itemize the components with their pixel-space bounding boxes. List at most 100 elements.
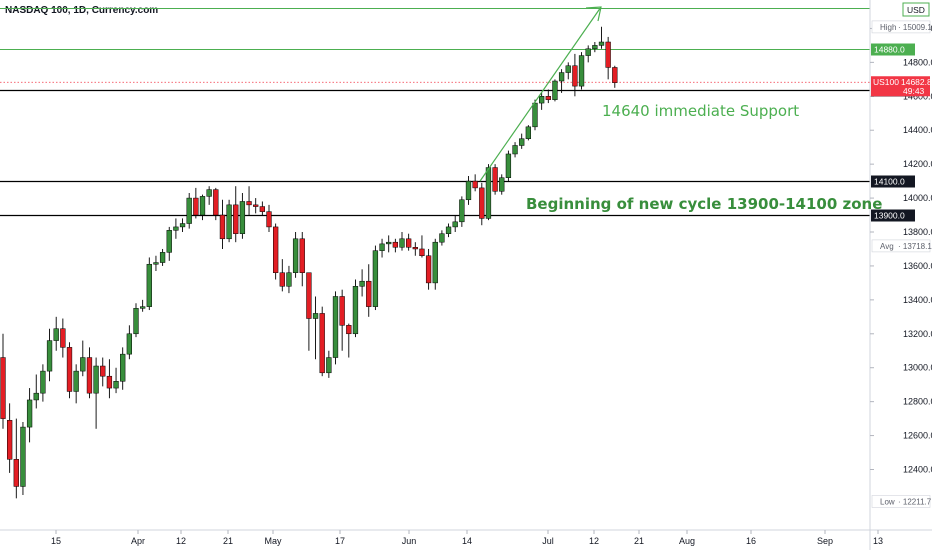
candle[interactable]	[539, 92, 545, 110]
candle[interactable]	[33, 374, 39, 409]
candle[interactable]	[346, 323, 352, 358]
candle[interactable]	[100, 357, 106, 387]
candle[interactable]	[153, 255, 159, 272]
candle[interactable]	[605, 36, 611, 80]
candle-body	[485, 167, 492, 219]
candle[interactable]	[173, 218, 179, 239]
candle[interactable]	[386, 235, 392, 253]
time-axis[interactable]: 15 Apr 12 21 May 17 Jun 14 Jul 12 21 Aug 16 Sep 13	[51, 530, 883, 546]
candle[interactable]	[93, 357, 99, 429]
candle[interactable]	[80, 340, 86, 377]
candles[interactable]	[0, 26, 618, 499]
candle[interactable]	[106, 359, 113, 399]
candle[interactable]	[485, 164, 492, 221]
candle[interactable]	[592, 42, 598, 53]
candle[interactable]	[459, 196, 465, 227]
candle[interactable]	[133, 303, 139, 338]
candle[interactable]	[565, 62, 571, 80]
candle[interactable]	[558, 69, 565, 93]
candle[interactable]	[126, 325, 132, 360]
candle[interactable]	[512, 142, 518, 158]
candle[interactable]	[492, 164, 498, 195]
candle[interactable]	[392, 238, 399, 253]
candle[interactable]	[372, 245, 379, 311]
candle[interactable]	[13, 418, 19, 499]
candle[interactable]	[60, 318, 66, 358]
candle[interactable]	[179, 218, 186, 233]
candle[interactable]	[572, 53, 578, 97]
candle[interactable]	[379, 238, 385, 258]
candle[interactable]	[412, 242, 418, 256]
candle[interactable]	[359, 269, 365, 297]
candle[interactable]	[73, 364, 79, 404]
candle[interactable]	[552, 79, 558, 102]
candle[interactable]	[525, 125, 532, 141]
candle[interactable]	[273, 223, 279, 280]
candle[interactable]	[166, 226, 172, 261]
candle[interactable]	[53, 316, 59, 351]
candle[interactable]	[406, 233, 412, 251]
candle[interactable]	[193, 187, 199, 219]
candle[interactable]	[532, 99, 538, 131]
candle[interactable]	[146, 257, 152, 311]
candle[interactable]	[113, 367, 119, 394]
candle[interactable]	[239, 192, 246, 239]
candle[interactable]	[505, 150, 512, 182]
candle[interactable]	[545, 89, 551, 104]
candle[interactable]	[419, 235, 425, 258]
candle[interactable]	[26, 388, 33, 443]
candle[interactable]	[326, 350, 332, 378]
candle[interactable]	[219, 199, 226, 249]
candle[interactable]	[259, 201, 266, 216]
candle[interactable]	[7, 403, 13, 473]
candle[interactable]	[266, 204, 272, 233]
candle[interactable]	[233, 186, 239, 243]
candle[interactable]	[366, 264, 372, 317]
candle[interactable]	[213, 187, 219, 221]
candle[interactable]	[279, 259, 285, 292]
candle[interactable]	[465, 176, 472, 205]
candle[interactable]	[0, 333, 6, 429]
candle[interactable]	[612, 65, 618, 88]
candle[interactable]	[20, 422, 26, 495]
candle[interactable]	[452, 215, 458, 233]
candle[interactable]	[585, 45, 591, 63]
candle[interactable]	[292, 232, 299, 278]
candle[interactable]	[499, 174, 505, 195]
candle[interactable]	[186, 192, 192, 229]
candle[interactable]	[246, 186, 252, 216]
candle[interactable]	[439, 230, 445, 246]
candle[interactable]	[226, 199, 232, 243]
candle[interactable]	[319, 306, 325, 377]
candle[interactable]	[332, 291, 339, 365]
candle[interactable]	[425, 248, 432, 290]
candle[interactable]	[199, 194, 206, 221]
candle[interactable]	[472, 174, 478, 192]
candle-body	[352, 286, 359, 335]
candle[interactable]	[286, 265, 292, 294]
candle[interactable]	[66, 342, 73, 399]
candle[interactable]	[86, 347, 93, 399]
candle[interactable]	[578, 52, 585, 90]
candle[interactable]	[339, 289, 345, 351]
candle[interactable]	[479, 182, 485, 226]
candle[interactable]	[598, 26, 605, 49]
candle[interactable]	[445, 223, 452, 238]
candle[interactable]	[120, 347, 126, 390]
candle[interactable]	[432, 238, 438, 290]
candle[interactable]	[46, 328, 53, 382]
candle[interactable]	[299, 232, 305, 287]
candle-body	[359, 280, 365, 287]
candle[interactable]	[140, 299, 146, 312]
candle[interactable]	[206, 186, 212, 205]
candle[interactable]	[352, 279, 359, 338]
candle[interactable]	[399, 232, 405, 251]
candle[interactable]	[159, 248, 166, 266]
candle[interactable]	[519, 133, 525, 149]
currency-badge[interactable]	[902, 2, 930, 17]
candle[interactable]	[253, 198, 259, 214]
candle[interactable]	[40, 364, 46, 402]
candle[interactable]	[306, 272, 312, 351]
candle[interactable]	[312, 296, 319, 360]
